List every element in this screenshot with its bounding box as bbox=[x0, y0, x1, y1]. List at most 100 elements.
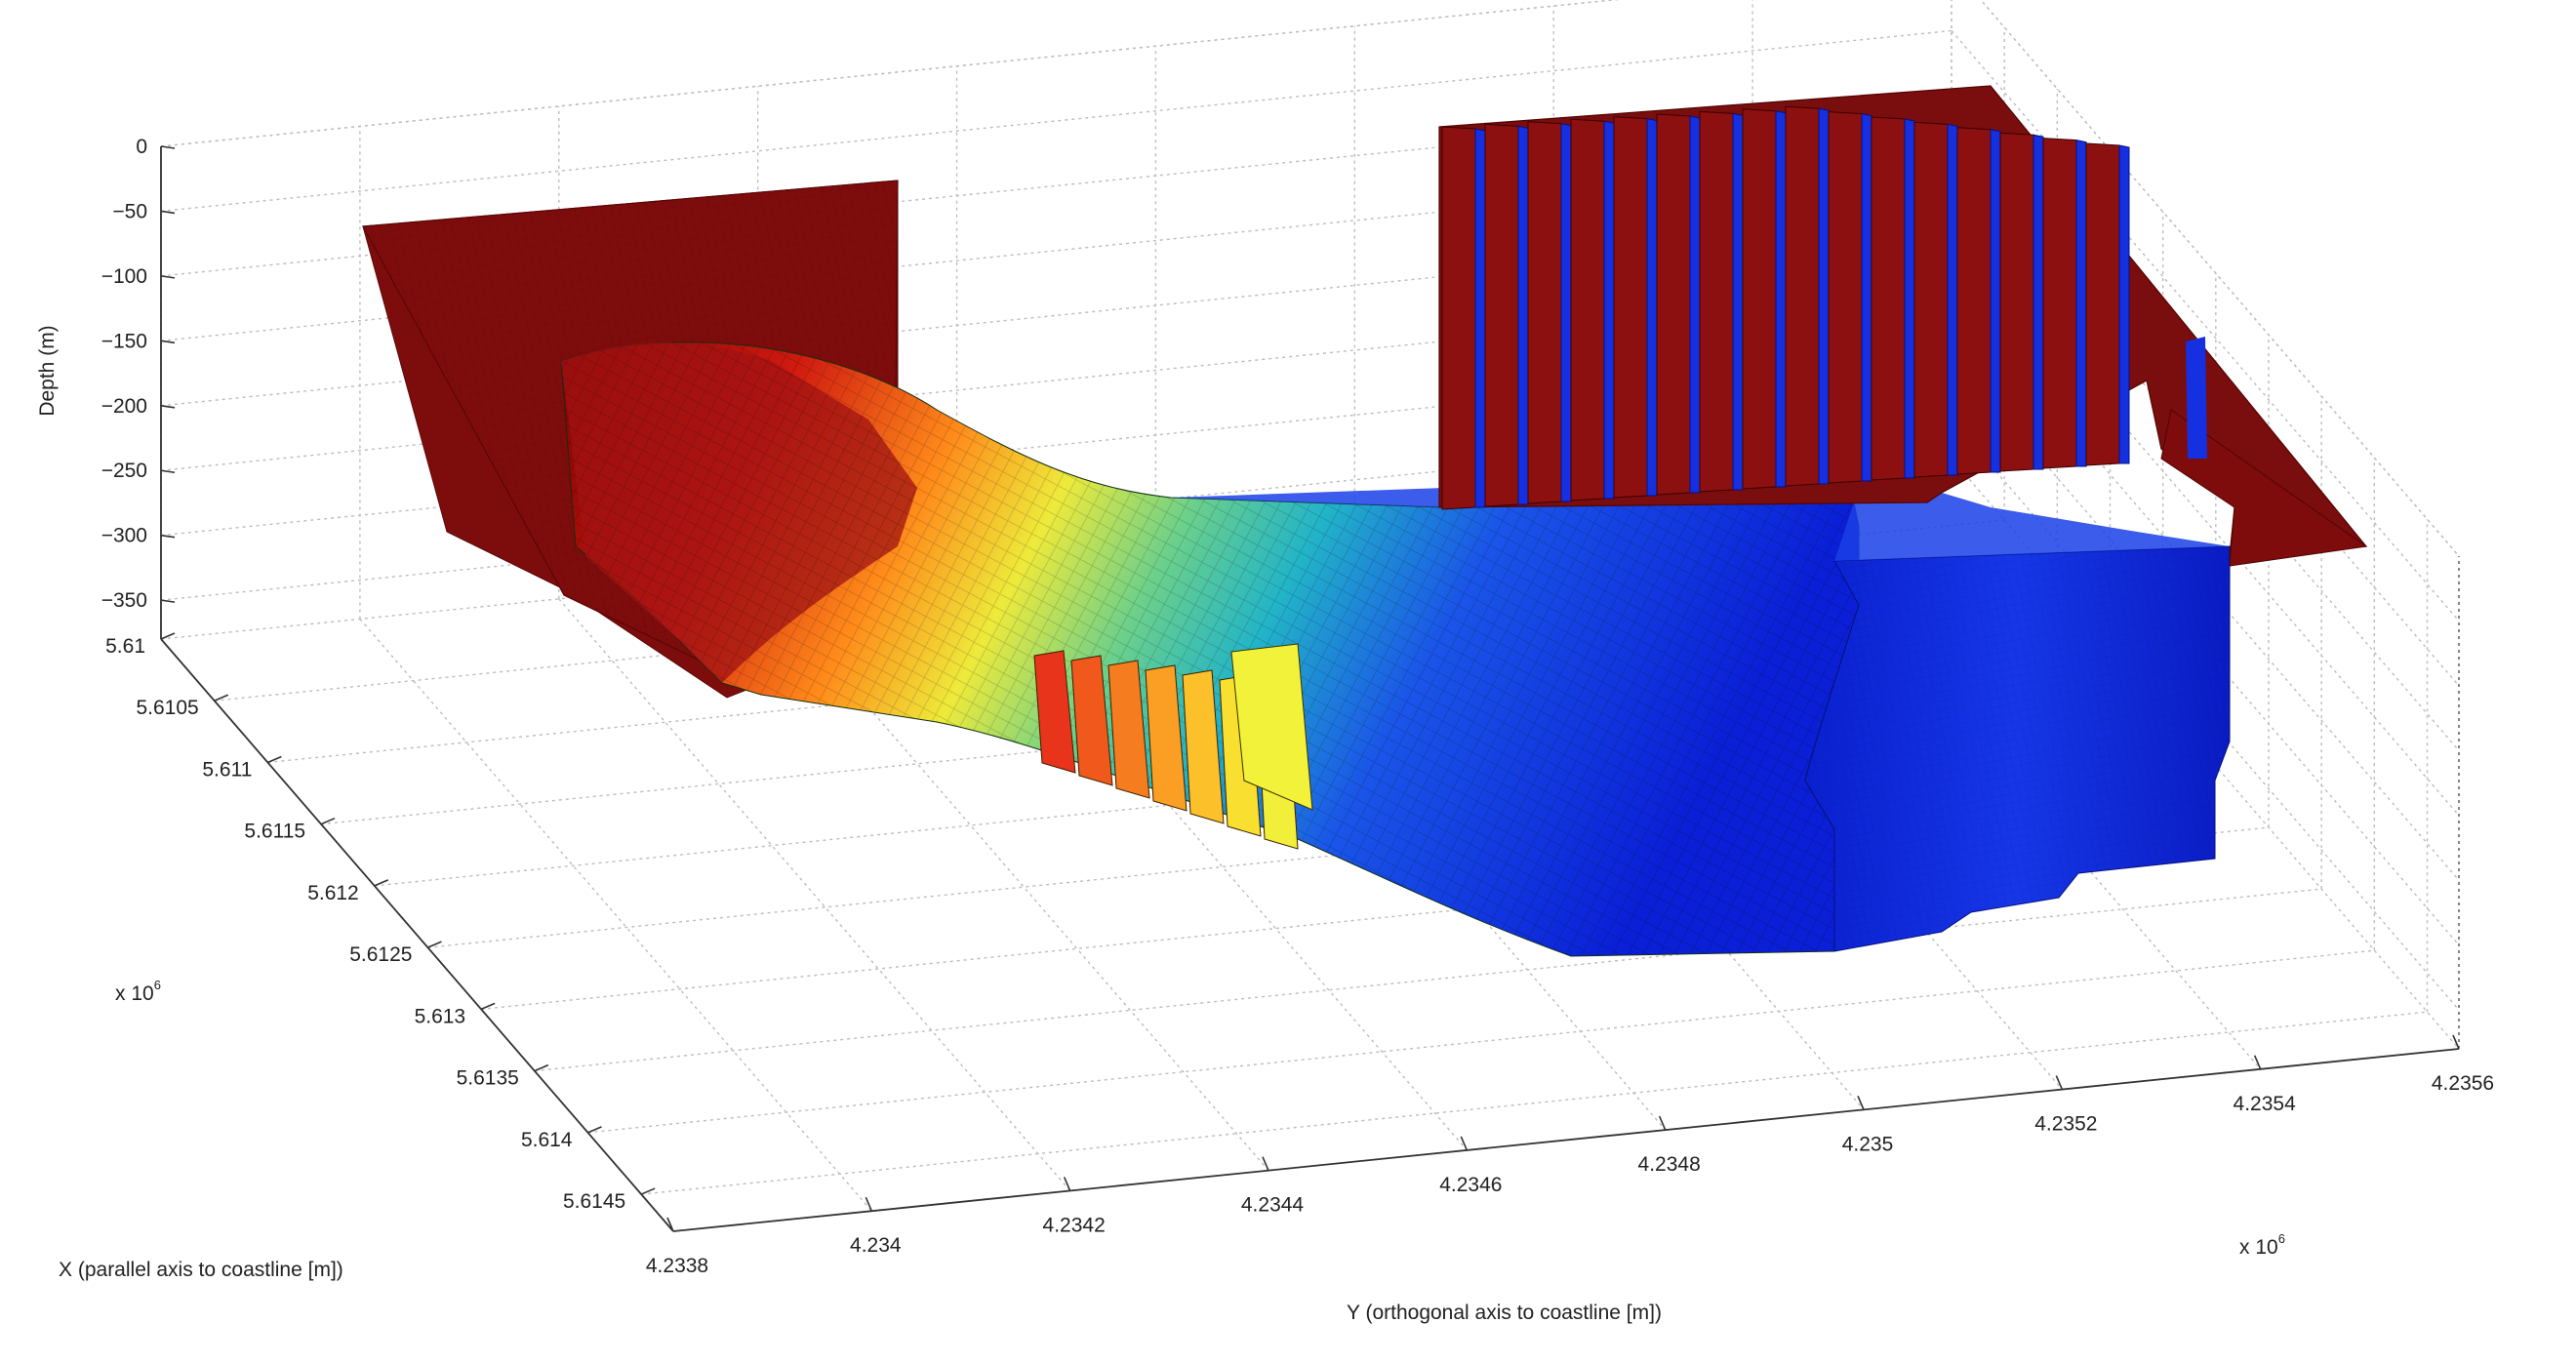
x-tick-mark bbox=[214, 694, 229, 702]
y-tick-mark bbox=[865, 1196, 873, 1212]
edge-fin bbox=[1070, 655, 1113, 786]
shelf-wall-panel bbox=[1999, 132, 2034, 472]
right-shelf bbox=[1438, 85, 2368, 567]
floor-grid-line-x bbox=[534, 888, 2322, 1072]
edge-fin bbox=[1145, 664, 1187, 812]
x-tick-mark bbox=[320, 817, 336, 825]
edge-fin bbox=[1230, 643, 1313, 811]
shelf-wall-gap bbox=[1904, 118, 1915, 479]
z-tick-mark bbox=[160, 469, 176, 474]
edge-fin bbox=[1107, 660, 1150, 799]
z-tick-label: −350 bbox=[101, 589, 147, 612]
y-tick-label: 4.2354 bbox=[2234, 1093, 2297, 1115]
floor-grid-line-x bbox=[641, 1011, 2428, 1195]
x-tick-labels: 5.61 5.6105 5.611 5.6115 5.612 5.6125 5.613 5.6… bbox=[105, 632, 656, 1213]
shelf-wall-panel bbox=[1956, 127, 1992, 475]
y-tick-label: 4.2342 bbox=[1043, 1214, 1106, 1236]
edge-fin bbox=[1033, 650, 1076, 774]
shelf-wall-gap bbox=[1560, 123, 1572, 502]
z-tick-label: −50 bbox=[112, 200, 147, 222]
x-axis-multiplier: x 106 bbox=[115, 978, 161, 1005]
x-tick-mark bbox=[160, 632, 176, 640]
floor-grid-line-y bbox=[359, 618, 872, 1212]
x-tick-label: 5.611 bbox=[202, 758, 252, 781]
shelf-wall-gap bbox=[2075, 139, 2087, 467]
y-tick-label: 4.2352 bbox=[2034, 1113, 2097, 1136]
y-tick-label: 4.2356 bbox=[2432, 1072, 2494, 1095]
x-tick-mark bbox=[587, 1126, 602, 1134]
y-tick-labels: 4.2338 4.234 4.2342 4.2344 4.2346 4.2348 4.235… bbox=[646, 1034, 2494, 1277]
x-tick-label: 5.6145 bbox=[563, 1190, 625, 1213]
y-tick-label: 4.2344 bbox=[1241, 1194, 1305, 1217]
y-tick-mark bbox=[2253, 1055, 2262, 1070]
z-tick-label: −150 bbox=[101, 330, 147, 352]
shelf-wall-panel bbox=[1785, 105, 1820, 487]
shelf-wall-gap bbox=[2118, 144, 2130, 464]
y-axis-label: Y (orthogonal axis to coastline [m]) bbox=[1347, 1302, 1662, 1324]
z-tick-label: −300 bbox=[101, 525, 147, 547]
shelf-wall-gap bbox=[1603, 120, 1615, 500]
front-edge-fins bbox=[1033, 643, 1313, 850]
y-tick-mark bbox=[1262, 1156, 1269, 1171]
axis-labels: 0−50−100−150−200−250−300−350 5.615.61055… bbox=[36, 136, 2494, 1324]
shelf-wall-gap bbox=[1474, 128, 1486, 508]
shelf-wall-panel bbox=[1913, 121, 1949, 478]
shelf-wall-panel bbox=[1484, 123, 1519, 507]
shelf-wall-gap bbox=[1947, 123, 1958, 476]
shelf-wall-gap bbox=[1732, 112, 1744, 491]
y-tick-label: 4.2338 bbox=[646, 1255, 708, 1277]
x-tick-mark bbox=[267, 755, 282, 764]
shelf-wall-panel bbox=[1871, 116, 1906, 481]
shelf-blue-slit bbox=[2186, 337, 2207, 459]
x-tick-label: 5.6125 bbox=[349, 943, 412, 966]
x-tick-mark bbox=[427, 941, 442, 948]
y-tick-label: 4.234 bbox=[850, 1234, 902, 1257]
shelf-wall-panel bbox=[1656, 113, 1691, 496]
y-tick-mark bbox=[1658, 1115, 1667, 1131]
x-tick-label: 5.6105 bbox=[136, 697, 198, 719]
x-tick-label: 5.6135 bbox=[457, 1067, 519, 1090]
x-tick-label: 5.614 bbox=[521, 1129, 573, 1151]
shelf-wall-panel bbox=[2085, 142, 2120, 466]
shelf-wall-gap bbox=[1689, 115, 1701, 494]
y-tick-label: 4.2348 bbox=[1638, 1153, 1701, 1176]
z-tick-mark bbox=[160, 599, 176, 603]
z-tick-mark bbox=[160, 534, 176, 539]
deep-basin-mesh bbox=[1805, 546, 2230, 951]
y-axis-multiplier: x 106 bbox=[2239, 1231, 2285, 1259]
shelf-wall-panel bbox=[1527, 121, 1562, 504]
x-tick-mark bbox=[534, 1063, 549, 1072]
z-tick-mark bbox=[160, 145, 176, 149]
z-tick-label: 0 bbox=[136, 136, 147, 158]
left-wall-mesh bbox=[561, 342, 917, 683]
x-tick-label: 5.613 bbox=[415, 1005, 466, 1027]
shelf-wall-panel bbox=[1828, 111, 1863, 484]
shelf-wall-gap bbox=[1646, 117, 1658, 497]
shelf-wall-panel bbox=[1570, 118, 1605, 501]
z-tick-mark bbox=[160, 404, 176, 409]
x-tick-mark bbox=[374, 879, 389, 887]
shelf-wall-gap bbox=[1517, 125, 1529, 505]
z-tick-label: −100 bbox=[101, 265, 147, 288]
y-tick-mark bbox=[2055, 1075, 2064, 1090]
x-tick-mark bbox=[480, 1002, 496, 1011]
y-tick-mark bbox=[1460, 1136, 1469, 1151]
shelf-wall-gap bbox=[1861, 112, 1872, 482]
y-tick-mark bbox=[1063, 1177, 1071, 1191]
shelf-wall-panel bbox=[1742, 108, 1777, 490]
shelf-wall-gap bbox=[2033, 134, 2044, 470]
y-tick-label: 4.235 bbox=[1842, 1133, 1894, 1155]
y-tick-mark bbox=[666, 1217, 674, 1232]
x-tick-mark bbox=[640, 1187, 656, 1195]
bathymetry-surface bbox=[362, 85, 2368, 957]
deep-basin-top bbox=[1171, 488, 2230, 561]
x-tick-label: 5.61 bbox=[105, 635, 145, 658]
z-tick-mark bbox=[160, 275, 176, 279]
z-tick-labels: 0 −50 −100 −150 −200 −250 −300 −350 bbox=[101, 136, 176, 612]
shelf-wall-panel bbox=[1699, 110, 1734, 493]
z-axis-label: Depth (m) bbox=[36, 325, 59, 416]
y-axis-line bbox=[672, 1048, 2460, 1232]
z-tick-mark bbox=[160, 340, 176, 344]
shelf-wall-gap bbox=[1775, 110, 1787, 488]
